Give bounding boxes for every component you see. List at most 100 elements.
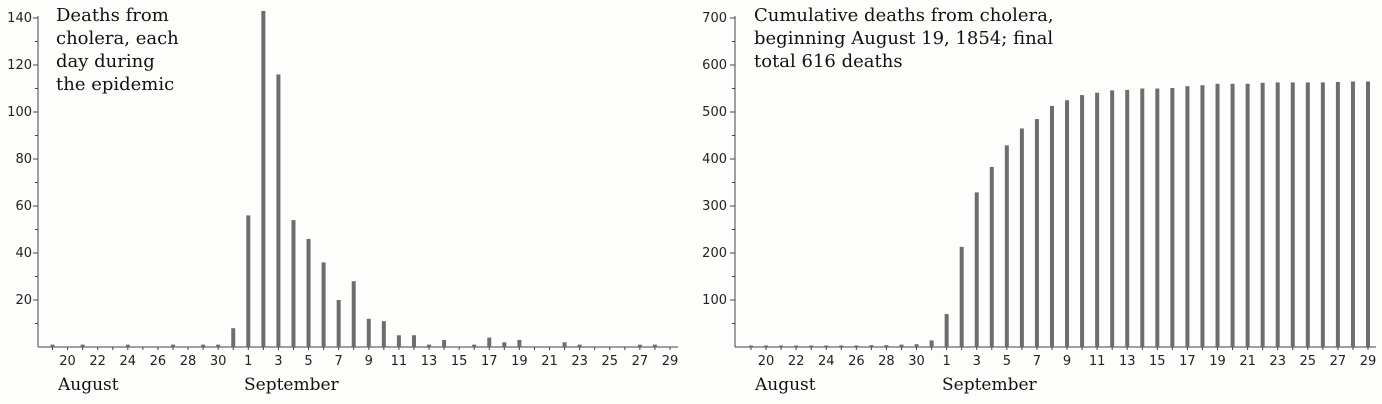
daily-y-tick-label: 120: [7, 58, 32, 73]
cumulative-x-tick-label: 1: [942, 354, 950, 369]
cumulative-x-tick-label: 7: [1033, 354, 1041, 369]
cumulative-bar: [1004, 145, 1009, 347]
daily-bar: [396, 335, 401, 347]
cumulative-bar: [749, 345, 753, 347]
cumulative-bar: [959, 246, 964, 347]
cumulative-x-tick-label: 23: [1269, 354, 1286, 369]
daily-bar: [246, 215, 251, 347]
daily-bar: [231, 328, 236, 347]
cumulative-y-tick-label: 600: [702, 58, 727, 73]
daily-bar: [170, 344, 175, 347]
cumulative-bar: [944, 314, 949, 347]
cumulative-bar: [1275, 82, 1280, 347]
daily-x-tick-label: 29: [662, 354, 679, 369]
cumulative-bar: [809, 345, 814, 347]
cumulative-y-tick-label: 500: [702, 105, 727, 120]
daily-y-tick-label: 140: [7, 11, 32, 26]
daily-bar: [336, 300, 341, 347]
cumulative-bar: [764, 345, 769, 347]
cumulative-title-line: Cumulative deaths from cholera,: [754, 5, 1054, 26]
daily-bar: [472, 344, 477, 347]
cumulative-bar: [1125, 89, 1130, 347]
cumulative-x-tick-label: 19: [1209, 354, 1226, 369]
cumulative-bar: [899, 344, 904, 347]
daily-bar: [261, 10, 266, 347]
cumulative-bar: [1019, 128, 1024, 347]
daily-bar: [427, 344, 432, 347]
daily-bar: [411, 335, 416, 347]
daily-y-tick-label: 80: [15, 152, 32, 167]
daily-bar: [50, 344, 55, 347]
cumulative-bar: [1335, 81, 1340, 348]
daily-bar: [652, 344, 657, 347]
cumulative-bar: [794, 345, 799, 347]
cumulative-x-tick-label: 9: [1063, 354, 1071, 369]
cumulative-y-tick-label: 100: [702, 293, 727, 308]
daily-bar: [321, 262, 326, 347]
daily-y-tick-label: 60: [15, 199, 32, 214]
cumulative-bar: [824, 345, 829, 347]
cumulative-y-tick-label: 700: [702, 11, 727, 26]
cumulative-bar: [839, 345, 844, 347]
cumulative-x-tick-label: 25: [1300, 354, 1317, 369]
cumulative-x-tick-label: 3: [973, 354, 981, 369]
cumulative-y-tick-label: 400: [702, 152, 727, 167]
cumulative-month-label: August: [754, 375, 816, 395]
cumulative-x-tick-label: 15: [1149, 354, 1166, 369]
daily-x-tick-label: 19: [511, 354, 528, 369]
cumulative-x-tick-label: 30: [908, 354, 925, 369]
cumulative-bar: [929, 340, 934, 347]
cumulative-bar: [1200, 85, 1205, 348]
daily-bar: [291, 220, 296, 347]
daily-bar: [306, 238, 311, 347]
daily-month-label: August: [57, 375, 119, 395]
daily-bar: [637, 344, 642, 347]
cumulative-bar: [1095, 92, 1100, 347]
daily-x-tick-label: 5: [304, 354, 312, 369]
cumulative-x-tick-label: 21: [1239, 354, 1256, 369]
cumulative-x-tick-label: 11: [1089, 354, 1106, 369]
daily-bar: [80, 344, 85, 347]
daily-x-tick-label: 11: [391, 354, 408, 369]
cumulative-bar: [1110, 90, 1115, 347]
daily-month-label: September: [244, 375, 340, 395]
cumulative-bar: [884, 345, 889, 347]
cumulative-bar: [1245, 83, 1250, 348]
cumulative-x-tick-label: 5: [1003, 354, 1011, 369]
daily-x-tick-label: 15: [451, 354, 468, 369]
cumulative-bar: [1140, 88, 1145, 347]
cumulative-title-line: total 616 deaths: [754, 51, 903, 72]
daily-x-tick-label: 9: [365, 354, 373, 369]
daily-x-tick-label: 26: [150, 354, 167, 369]
daily-x-tick-label: 7: [335, 354, 343, 369]
daily-bar: [562, 342, 567, 347]
cumulative-bar: [1350, 81, 1355, 347]
cumulative-bar: [914, 344, 919, 347]
cumulative-month-label: September: [942, 375, 1038, 395]
daily-title-line: Deaths from: [56, 5, 169, 26]
cumulative-bar: [1215, 83, 1220, 348]
cumulative-title-line: beginning August 19, 1854; final: [754, 28, 1053, 49]
cumulative-x-tick-label: 26: [848, 354, 865, 369]
daily-bar: [201, 344, 206, 347]
daily-bar: [381, 321, 386, 347]
cumulative-x-tick-label: 20: [758, 354, 775, 369]
daily-x-tick-label: 24: [120, 354, 137, 369]
daily-bar: [366, 318, 371, 347]
daily-x-tick-label: 20: [59, 354, 76, 369]
daily-y-tick-label: 40: [15, 246, 32, 261]
cumulative-bar: [1170, 88, 1175, 347]
cumulative-y-tick-label: 300: [702, 199, 727, 214]
cumulative-x-tick-label: 24: [818, 354, 835, 369]
daily-title-line: the epidemic: [56, 74, 174, 95]
daily-bar: [276, 74, 281, 348]
cumulative-x-tick-label: 22: [788, 354, 805, 369]
daily-y-tick-label: 100: [7, 105, 32, 120]
daily-bar: [125, 344, 130, 347]
cumulative-bar: [1366, 81, 1370, 347]
cumulative-x-tick-label: 13: [1119, 354, 1136, 369]
daily-x-tick-label: 25: [601, 354, 618, 369]
cumulative-bar: [869, 345, 874, 347]
